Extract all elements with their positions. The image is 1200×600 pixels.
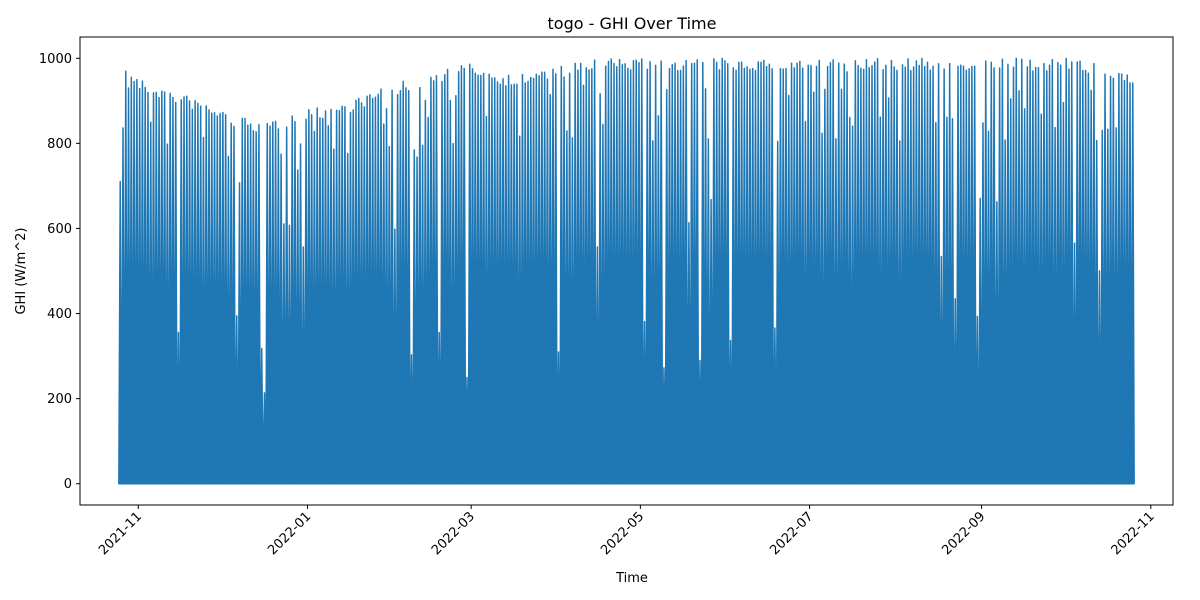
y-tick-label: 400: [47, 307, 72, 322]
y-tick-label: 0: [64, 477, 72, 492]
y-axis-label: GHI (W/m^2): [14, 227, 29, 314]
y-tick-label: 800: [47, 137, 72, 152]
x-axis-label: Time: [615, 571, 648, 586]
chart-title: togo - GHI Over Time: [548, 14, 717, 33]
plot-frame: [79, 36, 1174, 506]
plot-area: [118, 57, 1135, 485]
y-tick-label: 200: [47, 392, 72, 407]
y-axis: 0 200 400 600 800 1000: [39, 52, 80, 492]
y-tick-label: 1000: [39, 52, 72, 67]
y-tick-label: 600: [47, 222, 72, 237]
ghi-series-line: [118, 57, 1135, 485]
